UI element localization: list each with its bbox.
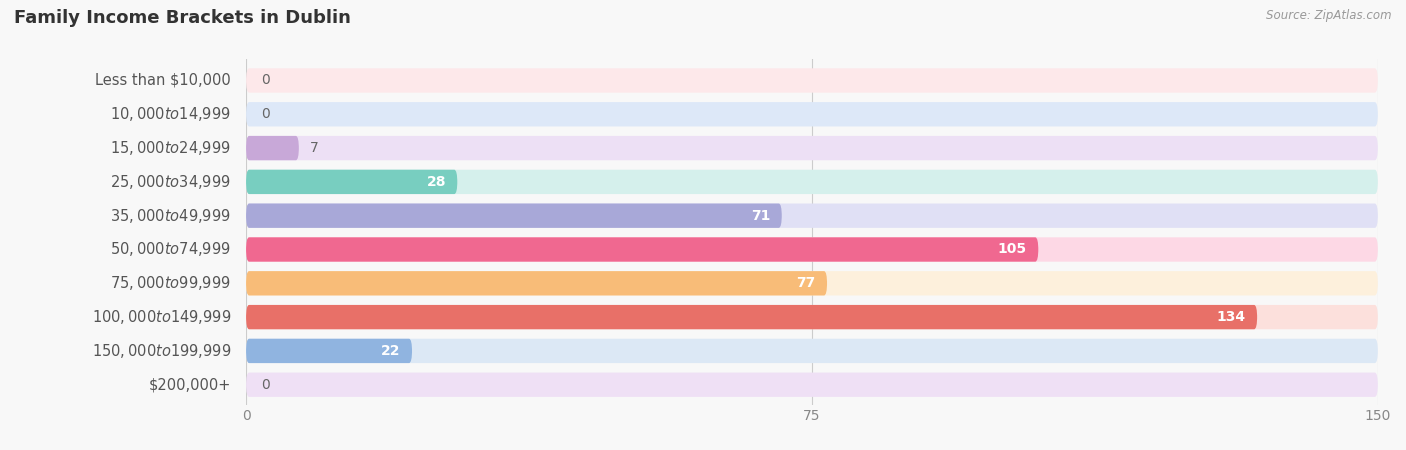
FancyBboxPatch shape bbox=[246, 305, 1378, 329]
Text: $15,000 to $24,999: $15,000 to $24,999 bbox=[110, 139, 231, 157]
Text: 77: 77 bbox=[796, 276, 815, 290]
Text: $200,000+: $200,000+ bbox=[149, 377, 231, 392]
Text: Family Income Brackets in Dublin: Family Income Brackets in Dublin bbox=[14, 9, 352, 27]
FancyBboxPatch shape bbox=[246, 237, 1378, 261]
Text: 0: 0 bbox=[262, 73, 270, 87]
Text: $75,000 to $99,999: $75,000 to $99,999 bbox=[110, 274, 231, 292]
FancyBboxPatch shape bbox=[246, 203, 782, 228]
Text: 0: 0 bbox=[262, 378, 270, 392]
Text: $35,000 to $49,999: $35,000 to $49,999 bbox=[110, 207, 231, 225]
Text: $50,000 to $74,999: $50,000 to $74,999 bbox=[110, 240, 231, 258]
FancyBboxPatch shape bbox=[246, 170, 457, 194]
Text: 105: 105 bbox=[998, 243, 1026, 256]
FancyBboxPatch shape bbox=[246, 339, 412, 363]
Text: 0: 0 bbox=[262, 107, 270, 122]
FancyBboxPatch shape bbox=[246, 305, 1257, 329]
Text: 134: 134 bbox=[1216, 310, 1246, 324]
FancyBboxPatch shape bbox=[246, 136, 1378, 160]
FancyBboxPatch shape bbox=[246, 203, 1378, 228]
FancyBboxPatch shape bbox=[246, 271, 1378, 296]
Text: 22: 22 bbox=[381, 344, 401, 358]
FancyBboxPatch shape bbox=[246, 373, 1378, 397]
FancyBboxPatch shape bbox=[246, 271, 827, 296]
Text: $25,000 to $34,999: $25,000 to $34,999 bbox=[110, 173, 231, 191]
FancyBboxPatch shape bbox=[246, 68, 1378, 93]
FancyBboxPatch shape bbox=[246, 170, 1378, 194]
FancyBboxPatch shape bbox=[246, 102, 1378, 126]
Text: $100,000 to $149,999: $100,000 to $149,999 bbox=[91, 308, 231, 326]
FancyBboxPatch shape bbox=[246, 136, 299, 160]
FancyBboxPatch shape bbox=[246, 339, 1378, 363]
Text: Source: ZipAtlas.com: Source: ZipAtlas.com bbox=[1267, 9, 1392, 22]
Text: $150,000 to $199,999: $150,000 to $199,999 bbox=[91, 342, 231, 360]
Text: 28: 28 bbox=[426, 175, 446, 189]
Text: 7: 7 bbox=[311, 141, 319, 155]
Text: Less than $10,000: Less than $10,000 bbox=[96, 73, 231, 88]
Text: 71: 71 bbox=[751, 209, 770, 223]
FancyBboxPatch shape bbox=[246, 237, 1038, 261]
Text: $10,000 to $14,999: $10,000 to $14,999 bbox=[110, 105, 231, 123]
